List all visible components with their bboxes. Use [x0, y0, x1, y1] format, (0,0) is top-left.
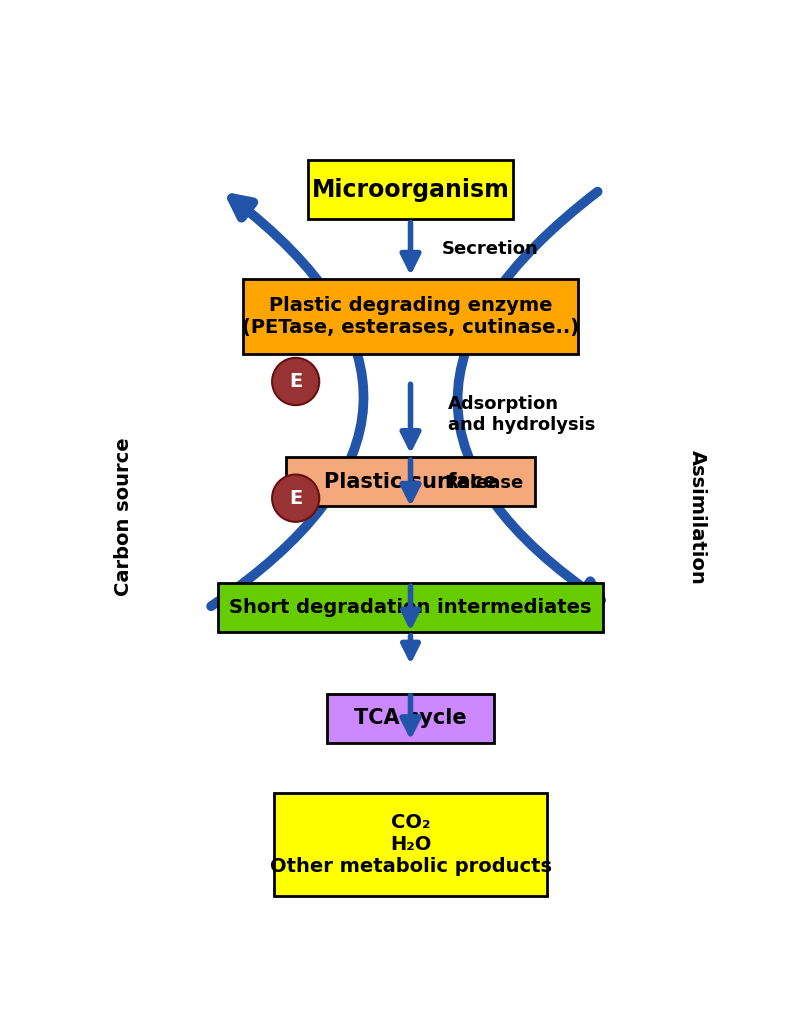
Text: Plastic degrading enzyme
(PETase, esterases, cutinase..): Plastic degrading enzyme (PETase, estera…: [242, 296, 579, 337]
Text: Assimilation: Assimilation: [688, 450, 706, 585]
FancyBboxPatch shape: [327, 693, 494, 742]
Text: TCA cycle: TCA cycle: [354, 709, 467, 728]
FancyBboxPatch shape: [286, 457, 535, 506]
FancyBboxPatch shape: [243, 279, 578, 353]
Ellipse shape: [272, 357, 320, 406]
Text: E: E: [289, 372, 302, 391]
Text: CO₂
H₂O
Other metabolic products: CO₂ H₂O Other metabolic products: [269, 813, 552, 876]
Text: E: E: [289, 488, 302, 508]
Text: Short degradation intermediates: Short degradation intermediates: [229, 598, 592, 617]
FancyBboxPatch shape: [308, 161, 513, 219]
Ellipse shape: [272, 474, 320, 522]
Text: Carbon source: Carbon source: [115, 438, 133, 596]
FancyArrowPatch shape: [211, 199, 364, 606]
FancyArrowPatch shape: [457, 191, 601, 600]
FancyBboxPatch shape: [218, 584, 603, 632]
Text: Release: Release: [445, 474, 524, 493]
Text: Adsorption
and hydrolysis: Adsorption and hydrolysis: [448, 395, 595, 434]
Text: Secretion: Secretion: [441, 240, 538, 258]
Text: Plastic surface: Plastic surface: [324, 472, 497, 492]
Text: Microorganism: Microorganism: [312, 178, 509, 202]
FancyBboxPatch shape: [274, 793, 547, 896]
